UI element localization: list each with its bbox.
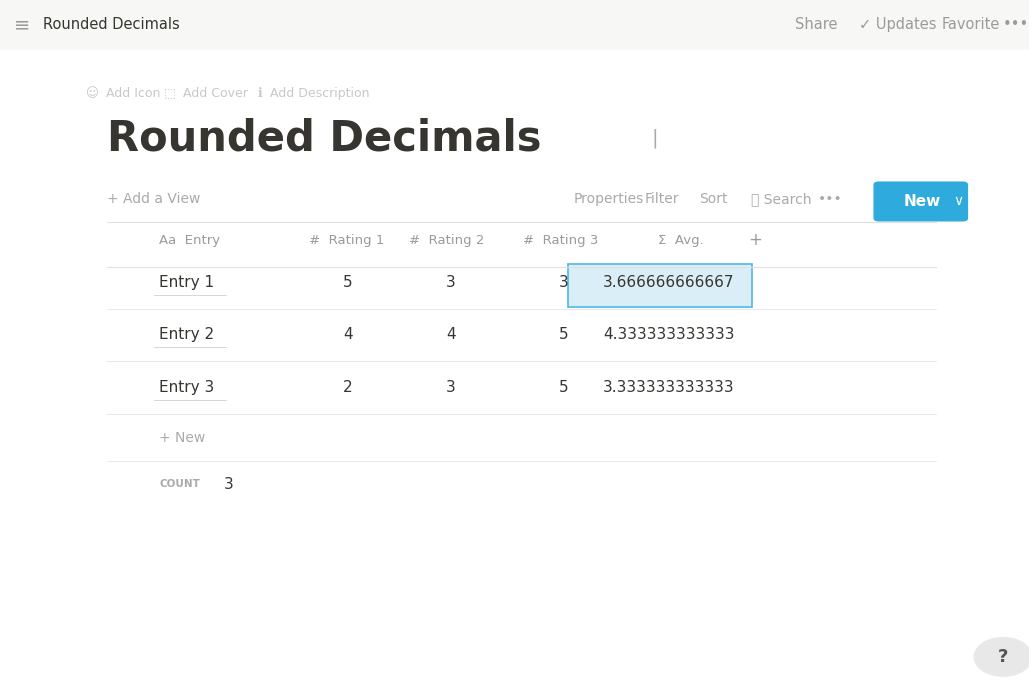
Text: Favorite: Favorite (942, 17, 1000, 32)
Text: ⬚: ⬚ (165, 87, 176, 99)
Text: 2: 2 (343, 380, 353, 395)
Text: 5: 5 (559, 380, 568, 395)
Text: |: | (651, 128, 657, 148)
FancyBboxPatch shape (874, 181, 968, 221)
Text: Sort: Sort (700, 192, 728, 206)
Text: 3: 3 (446, 380, 455, 395)
Text: 4: 4 (446, 327, 455, 342)
Text: Entry 1: Entry 1 (159, 275, 214, 290)
Text: Properties: Properties (574, 192, 645, 206)
Text: Filter: Filter (645, 192, 680, 206)
Text: •••: ••• (818, 192, 842, 206)
Text: ∨: ∨ (953, 195, 964, 208)
Text: Share: Share (795, 17, 837, 32)
Text: 5: 5 (559, 327, 568, 342)
Text: Σ  Avg.: Σ Avg. (658, 234, 704, 246)
Text: 3: 3 (559, 275, 568, 290)
Text: 3: 3 (225, 477, 234, 492)
FancyBboxPatch shape (0, 0, 1029, 50)
Text: ✓ Updates: ✓ Updates (859, 17, 937, 32)
Text: #  Rating 2: # Rating 2 (410, 234, 484, 246)
Text: Add Cover: Add Cover (183, 87, 248, 99)
Text: Add Description: Add Description (269, 87, 369, 99)
Text: ☺: ☺ (86, 87, 98, 99)
Text: + Add a View: + Add a View (107, 192, 201, 206)
Text: COUNT: COUNT (159, 480, 201, 489)
Text: ℹ: ℹ (258, 87, 262, 99)
FancyBboxPatch shape (568, 264, 752, 307)
Text: New: New (904, 194, 941, 209)
Text: 5: 5 (343, 275, 353, 290)
Text: Rounded Decimals: Rounded Decimals (43, 17, 180, 32)
Text: 3.666666666667: 3.666666666667 (603, 275, 735, 290)
Text: 4: 4 (343, 327, 353, 342)
Text: + New: + New (159, 431, 206, 445)
Text: ?: ? (998, 648, 1008, 666)
Text: Add Icon: Add Icon (106, 87, 160, 99)
Text: 3: 3 (446, 275, 455, 290)
Text: 3.333333333333: 3.333333333333 (603, 380, 735, 395)
Text: •••: ••• (1003, 17, 1030, 32)
Text: 4.333333333333: 4.333333333333 (603, 327, 735, 342)
Text: +: + (748, 231, 762, 249)
Text: Entry 3: Entry 3 (159, 380, 214, 395)
Text: #  Rating 1: # Rating 1 (308, 234, 384, 246)
Text: Entry 2: Entry 2 (159, 327, 214, 342)
Text: Rounded Decimals: Rounded Decimals (107, 117, 541, 159)
Text: ≡: ≡ (14, 15, 31, 34)
Text: Aa  Entry: Aa Entry (159, 234, 220, 246)
Text: 🔍 Search: 🔍 Search (751, 192, 811, 206)
Circle shape (974, 638, 1032, 676)
Text: #  Rating 3: # Rating 3 (523, 234, 598, 246)
